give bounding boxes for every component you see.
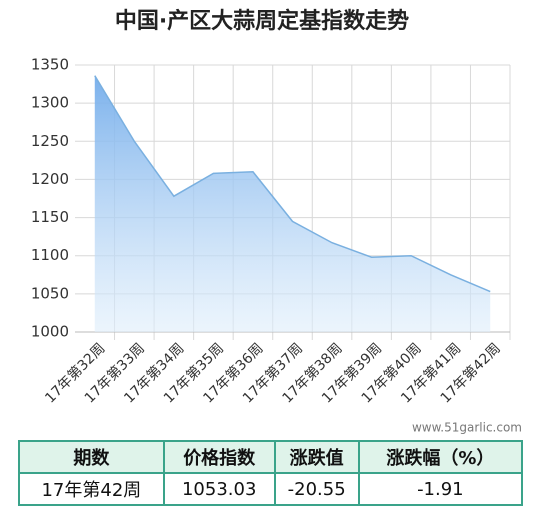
table-cell: 17年第42周 bbox=[18, 472, 165, 506]
table-cell: -1.91 bbox=[357, 472, 524, 506]
chart-title: 中国·产区大蒜周定基指数走势 bbox=[115, 8, 409, 34]
y-tick-label: 1000 bbox=[31, 323, 69, 341]
chart: 中国·产区大蒜周定基指数走势 www.51garlic.com 1000 1050… bbox=[31, 8, 522, 435]
table-cell: -20.55 bbox=[273, 472, 360, 506]
table-cell: 1053.03 bbox=[162, 472, 276, 506]
header-cell: 期数 bbox=[18, 440, 165, 474]
header-cell: 涨跌幅（%） bbox=[357, 440, 524, 474]
watermark: www.51garlic.com bbox=[412, 421, 522, 435]
table-body: 17年第42周 1053.03 -20.55 -1.91 bbox=[18, 472, 524, 506]
y-tick-label: 1100 bbox=[31, 246, 69, 264]
summary-table: 期数 价格指数 涨跌值 涨跌幅（%） 17年第42周 1053.03 -20.55 -1.9… bbox=[18, 440, 524, 506]
header-cell: 涨跌值 bbox=[273, 440, 360, 474]
area bbox=[94, 75, 491, 333]
y-tick-label: 1150 bbox=[31, 208, 69, 226]
y-tick-label: 1350 bbox=[31, 56, 69, 74]
y-tick-label: 1200 bbox=[31, 170, 69, 188]
y-tick-label: 1050 bbox=[31, 284, 69, 302]
header-cell: 价格指数 bbox=[162, 440, 276, 474]
y-tick-label: 1250 bbox=[31, 132, 69, 150]
table-row: 17年第42周 1053.03 -20.55 -1.91 bbox=[18, 472, 524, 506]
table-header: 期数 价格指数 涨跌值 涨跌幅（%） bbox=[18, 440, 524, 474]
line bbox=[94, 75, 491, 293]
y-tick-label: 1300 bbox=[31, 94, 69, 112]
